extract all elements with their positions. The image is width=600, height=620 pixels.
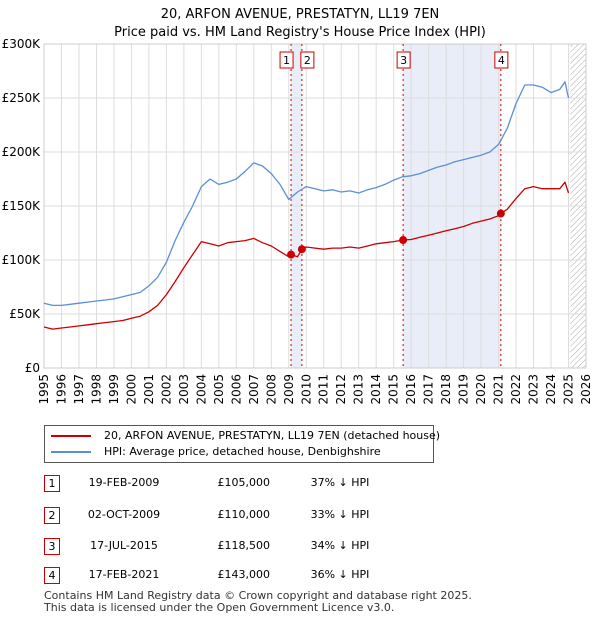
transaction-point	[399, 236, 408, 245]
transaction-price: £118,500	[217, 539, 271, 552]
x-tick-label: 2013	[352, 374, 366, 405]
transaction-date: 02-OCT-2009	[87, 508, 161, 521]
transaction-date: 17-JUL-2015	[90, 539, 158, 552]
property-price-line	[43, 181, 570, 330]
transaction-hpi-diff: 34% ↓ HPI	[310, 539, 370, 552]
x-tick-label: 2005	[212, 374, 226, 405]
y-tick-label: £0	[25, 361, 40, 375]
transaction-hpi-diff: 37% ↓ HPI	[310, 476, 370, 489]
x-tick-label: 1999	[107, 374, 121, 405]
x-tick-label: 2020	[474, 374, 488, 405]
x-tick-label: 2019	[457, 374, 471, 405]
x-tick-label: 2003	[177, 374, 191, 405]
title-line-1: 20, ARFON AVENUE, PRESTATYN, LL19 7EN	[160, 7, 440, 22]
transaction-point	[287, 250, 296, 259]
x-tick-label: 2004	[194, 374, 208, 405]
x-tick-label: 2018	[439, 374, 453, 405]
footer-attribution: Contains HM Land Registry data © Crown c…	[44, 590, 472, 614]
x-tick-label: 2011	[317, 374, 331, 405]
x-tick-label: 2024	[544, 374, 558, 405]
marker-label-box	[396, 51, 411, 69]
footer-line-2: This data is licensed under the Open Gov…	[44, 601, 395, 614]
transaction-number-badge: 1	[44, 475, 60, 492]
marker-label: 3	[400, 54, 407, 67]
legend-swatch-hpi	[51, 451, 91, 453]
x-tick-label: 2007	[247, 374, 261, 405]
x-tick-label: 1995	[37, 374, 51, 405]
transaction-date: 17-FEB-2021	[88, 568, 160, 581]
x-tick-label: 2006	[229, 374, 243, 405]
marker-label-box	[494, 51, 509, 69]
x-tick-label: 2015	[387, 374, 401, 405]
x-tick-label: 2000	[124, 374, 138, 405]
marker-label: 4	[498, 54, 505, 67]
x-tick-label: 2023	[527, 374, 541, 405]
transaction-price: £110,000	[217, 508, 271, 521]
chart-legend: 20, ARFON AVENUE, PRESTATYN, LL19 7EN (d…	[44, 425, 440, 463]
marker-label: 1	[283, 54, 290, 67]
x-tick-label: 2021	[492, 374, 506, 405]
legend-swatch-property	[51, 435, 91, 437]
legend-label-property: 20, ARFON AVENUE, PRESTATYN, LL19 7EN (d…	[104, 429, 441, 442]
x-tick-label: 1997	[72, 374, 86, 405]
chart-title: 20, ARFON AVENUE, PRESTATYN, LL19 7EN Pr…	[0, 6, 600, 42]
x-tick-label: 2026	[579, 374, 593, 405]
y-tick-label: £150K	[2, 199, 42, 213]
x-tick-label: 2016	[404, 374, 418, 405]
title-line-2: Price paid vs. HM Land Registry's House …	[114, 25, 486, 40]
transaction-price: £105,000	[217, 476, 271, 489]
y-tick-label: £200K	[2, 145, 42, 159]
transaction-point	[496, 209, 505, 218]
x-tick-label: 2017	[422, 374, 436, 405]
transaction-number-badge: 4	[44, 567, 60, 584]
x-tick-label: 2010	[299, 374, 313, 405]
legend-label-hpi: HPI: Average price, detached house, Denb…	[104, 445, 381, 458]
x-tick-label: 2014	[369, 374, 383, 405]
x-tick-label: 2012	[334, 374, 348, 405]
y-tick-label: £100K	[2, 253, 42, 267]
marker-label: 2	[304, 54, 311, 67]
x-tick-label: 2001	[142, 374, 156, 405]
transaction-number-badge: 3	[44, 538, 60, 555]
transaction-date: 19-FEB-2009	[88, 476, 160, 489]
plot-frame	[43, 43, 587, 369]
price-chart: £0 £50K £100K £150K £200K £250K £300K 1995 1996 1…	[2, 37, 593, 405]
y-tick-label: £50K	[9, 307, 41, 321]
x-tick-label: 2008	[264, 374, 278, 405]
transaction-number-badge: 2	[44, 507, 60, 524]
marker-label-box	[279, 51, 294, 69]
y-tick-label: £250K	[2, 91, 42, 105]
x-tick-label: 1996	[54, 374, 68, 405]
x-tick-label: 1998	[89, 374, 103, 405]
transaction-price: £143,000	[217, 568, 271, 581]
footer-line-1: Contains HM Land Registry data © Crown c…	[44, 589, 472, 602]
x-tick-label: 2009	[282, 374, 296, 405]
marker-label-box	[300, 51, 315, 69]
x-tick-label: 2002	[159, 374, 173, 405]
transaction-hpi-diff: 33% ↓ HPI	[310, 508, 370, 521]
x-tick-label: 2025	[562, 374, 576, 405]
transaction-point	[297, 245, 306, 254]
x-tick-label: 2022	[509, 374, 523, 405]
hpi-line	[43, 81, 570, 307]
transaction-hpi-diff: 36% ↓ HPI	[310, 568, 370, 581]
y-tick-label: £300K	[2, 37, 42, 51]
